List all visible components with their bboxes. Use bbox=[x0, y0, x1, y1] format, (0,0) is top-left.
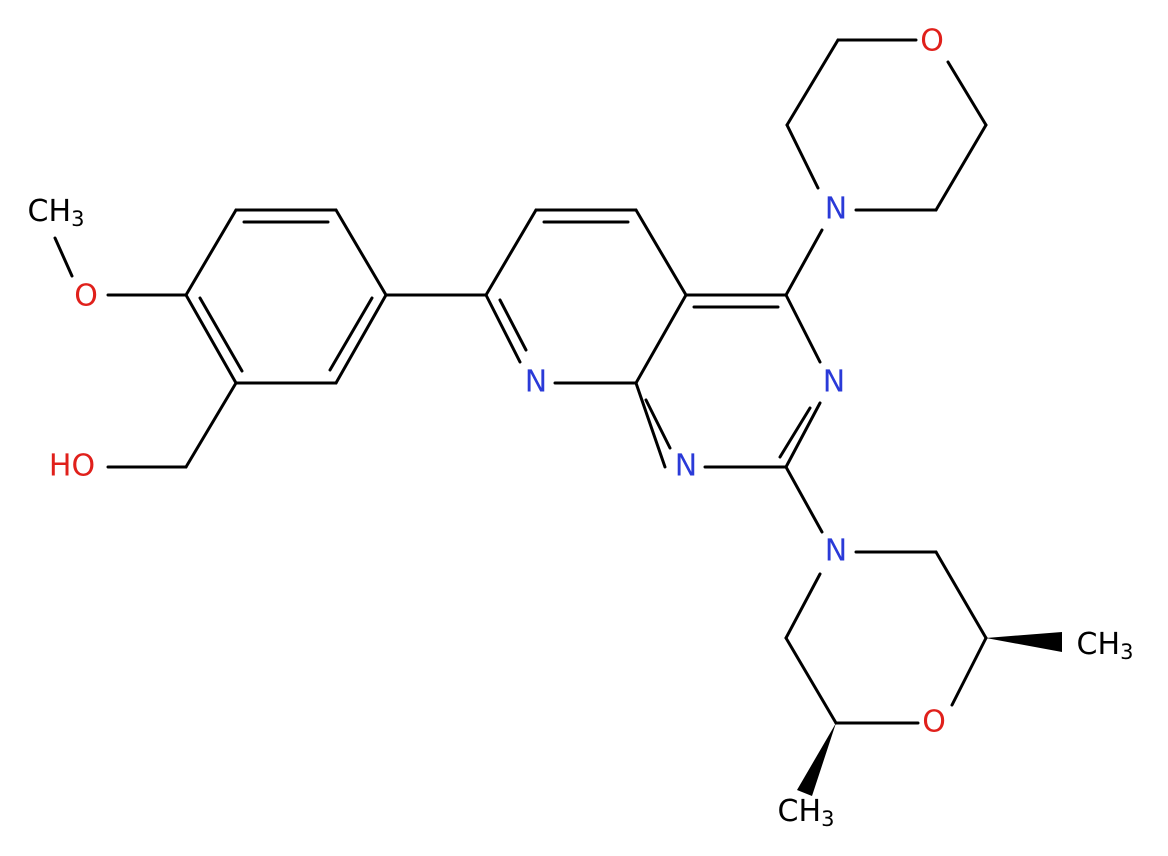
atom-subscript: 3 bbox=[821, 807, 834, 831]
bond bbox=[784, 228, 824, 297]
bond bbox=[778, 406, 812, 459]
atom-label: O bbox=[920, 24, 944, 59]
atom-label: CH3 bbox=[1077, 627, 1134, 665]
atom-label: O bbox=[922, 705, 946, 740]
bonds bbox=[53, 38, 1062, 796]
bond bbox=[334, 208, 388, 297]
bond bbox=[634, 208, 688, 297]
bond bbox=[634, 381, 667, 469]
bond bbox=[334, 293, 388, 385]
atom-label: N bbox=[825, 534, 847, 569]
bond bbox=[634, 293, 688, 385]
bond bbox=[184, 293, 238, 385]
bond bbox=[53, 236, 74, 278]
atom-symbol: CH bbox=[1077, 627, 1121, 662]
atom-label: N bbox=[823, 365, 845, 400]
atom-label: CH3 bbox=[778, 794, 835, 832]
atom-symbol: CH bbox=[778, 794, 822, 829]
bond bbox=[784, 293, 822, 364]
atom-labels: O N N N N N O CH3 CH3 O CH3 HO bbox=[28, 24, 1134, 832]
bond bbox=[784, 572, 822, 640]
atom-symbol: CH bbox=[28, 194, 72, 229]
bond bbox=[484, 293, 522, 364]
atom-label: O bbox=[74, 279, 98, 314]
bond bbox=[328, 296, 374, 372]
atom-label: HO bbox=[49, 449, 95, 484]
bond bbox=[184, 381, 238, 469]
bond bbox=[950, 636, 988, 707]
bond bbox=[784, 636, 838, 725]
atom-label: N bbox=[825, 192, 847, 227]
bond bbox=[946, 60, 988, 127]
atom-subscript: 3 bbox=[1120, 640, 1133, 664]
wedge-bond bbox=[797, 723, 836, 796]
wedge-bond bbox=[986, 632, 1062, 652]
bond bbox=[644, 398, 672, 450]
bond bbox=[784, 401, 822, 469]
bond bbox=[184, 208, 238, 297]
atom-label: N bbox=[525, 365, 547, 400]
bond bbox=[934, 550, 988, 640]
atom-label: N bbox=[675, 449, 697, 484]
bond bbox=[785, 123, 820, 190]
atom-subscript: 3 bbox=[71, 207, 84, 231]
bond bbox=[784, 465, 824, 534]
atom-label: CH3 bbox=[28, 194, 85, 232]
bond bbox=[785, 38, 840, 127]
bond bbox=[934, 123, 988, 212]
bond bbox=[498, 298, 528, 352]
bond bbox=[198, 296, 244, 373]
bond bbox=[484, 208, 538, 297]
